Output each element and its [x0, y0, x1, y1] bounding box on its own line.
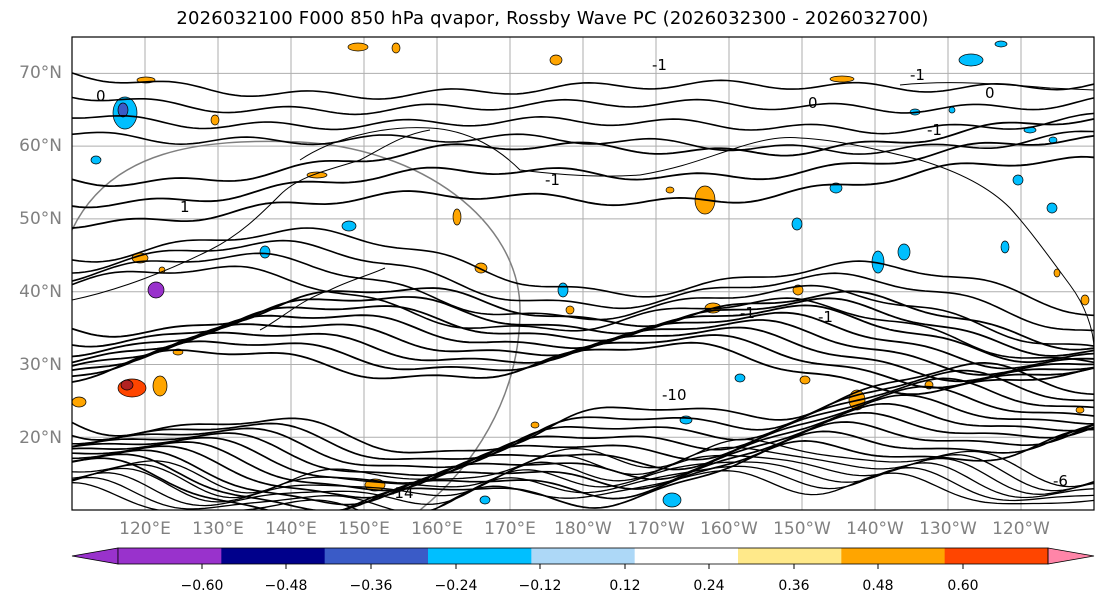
- colorbar-tick-label: −0.24: [435, 578, 478, 594]
- longitude-axis: 120°E 130°E 140°E 150°E 160°E 170°E 180°…: [119, 519, 1050, 539]
- latitude-label: 20°N: [19, 428, 62, 448]
- contour-line: [72, 394, 1094, 484]
- longitude-label: 180°W: [554, 519, 612, 539]
- contour-line: [72, 155, 1094, 229]
- longitude-label: 120°E: [119, 519, 171, 539]
- contour-labels: 0 -1 0 -1 -1 0 -1 1 -10 -1 -1 -14 -6: [96, 56, 1068, 502]
- great-circle-arc: [72, 140, 521, 510]
- colorbar-extend-high: [1047, 547, 1095, 565]
- contour-label: -1: [740, 304, 755, 322]
- contour-line: [72, 72, 1094, 100]
- colorbar-tick-label: 0.24: [693, 578, 724, 594]
- contour-label: 1: [180, 198, 190, 216]
- contour-label: -1: [927, 121, 942, 139]
- contour-line: [72, 465, 1094, 510]
- coastlines: [72, 82, 1094, 351]
- longitude-label: 150°E: [338, 519, 390, 539]
- contour-label: 0: [96, 87, 106, 105]
- colorbar-frame: [117, 547, 1049, 565]
- contour-line: [72, 385, 1094, 477]
- latitude-axis: 70°N 60°N 50°N 40°N 30°N 20°N: [19, 63, 62, 448]
- colorbar-tick-label: 0.48: [862, 578, 893, 594]
- contour-line: [72, 454, 1094, 503]
- colorbar-tick-label: −0.12: [519, 578, 562, 594]
- contour-label: -6: [1053, 472, 1068, 490]
- latitude-label: 40°N: [19, 282, 62, 302]
- plot-frame: [71, 36, 1095, 511]
- contour-line: [72, 411, 1094, 499]
- colorbar-segment: [738, 548, 842, 564]
- colorbar-tick-label: 0.36: [778, 578, 809, 594]
- contour-line: [72, 227, 1094, 317]
- contour-line: [72, 470, 1094, 510]
- colorbar-tick-label: 0.60: [947, 578, 978, 594]
- contour-label: -1: [652, 56, 667, 74]
- anomaly-fills: [72, 40, 1090, 508]
- colorbar-segment: [428, 548, 532, 564]
- colorbar-tick-label: −0.36: [350, 578, 393, 594]
- contour-line: [72, 296, 1094, 357]
- contour-line: [72, 134, 1094, 209]
- contour-line: [72, 117, 1094, 187]
- longitude-label: 150°W: [773, 519, 831, 539]
- colorbar: [71, 547, 1095, 569]
- contour-line: [72, 402, 1094, 492]
- colorbar-ticks: −0.60 −0.48 −0.36 −0.24 −0.12 0.12 0.24 …: [181, 578, 979, 594]
- colorbar-segment: [841, 548, 946, 564]
- contour-label: -10: [662, 386, 687, 404]
- longitude-label: 140°W: [846, 519, 904, 539]
- contour-label: -1: [545, 171, 560, 189]
- contour-line: [72, 252, 1094, 347]
- latitude-label: 30°N: [19, 355, 62, 375]
- contour-line: [72, 96, 1094, 116]
- longitude-label: 140°E: [265, 519, 317, 539]
- contour-line: [72, 130, 1094, 155]
- colorbar-segment: [118, 548, 222, 564]
- contour-line: [72, 369, 1094, 461]
- contour-label: 0: [985, 84, 995, 102]
- colorbar-tick-label: −0.48: [265, 578, 308, 594]
- latitude-label: 50°N: [19, 209, 62, 229]
- contour-label: -1: [910, 66, 925, 84]
- colorbar-extend-low: [71, 547, 119, 565]
- colorbar-segment: [944, 548, 1049, 564]
- contour-line: [72, 112, 1094, 135]
- colorbar-tick-label: 0.12: [609, 578, 640, 594]
- contour-line: [72, 461, 1094, 507]
- latitude-label: 60°N: [19, 136, 62, 156]
- colorbar-tick-label: −0.60: [181, 578, 224, 594]
- contour-line: [72, 377, 1094, 469]
- latitude-label: 70°N: [19, 63, 62, 83]
- colorbar-segment: [324, 548, 429, 564]
- longitude-label: 170°W: [627, 519, 685, 539]
- contour-label: -14: [389, 484, 414, 502]
- colorbar-segment: [634, 548, 739, 564]
- contour-line: [72, 428, 1094, 510]
- contour-line: [72, 265, 1094, 364]
- contour-line: [72, 421, 1094, 506]
- contour-line: [72, 239, 1094, 332]
- contour-line: [72, 362, 1094, 454]
- qvapor-contours: [72, 72, 1094, 510]
- longitude-label: 120°W: [992, 519, 1050, 539]
- longitude-label: 160°E: [411, 519, 463, 539]
- contour-label: 0: [808, 94, 818, 112]
- colorbar-segment: [221, 548, 326, 564]
- colorbar-segment: [531, 548, 636, 564]
- longitude-label: 170°E: [484, 519, 536, 539]
- longitude-label: 160°W: [700, 519, 758, 539]
- map-gridlines: [72, 37, 1094, 510]
- longitude-label: 130°W: [919, 519, 977, 539]
- contour-line: [72, 341, 1094, 396]
- longitude-label: 130°E: [192, 519, 244, 539]
- contour-label: -1: [818, 308, 833, 326]
- figure-title: 2026032100 F000 850 hPa qvapor, Rossby W…: [176, 8, 929, 29]
- contour-line: [72, 438, 1094, 494]
